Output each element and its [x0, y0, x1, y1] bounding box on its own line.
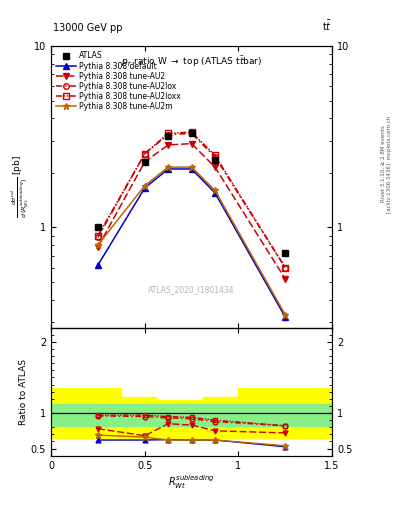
Text: ATLAS_2020_I1801434: ATLAS_2020_I1801434 — [148, 285, 235, 294]
Y-axis label: $\frac{d\sigma^{nd}}{d\,(R_{Wt}^{subleading})}$ [pb]: $\frac{d\sigma^{nd}}{d\,(R_{Wt}^{sublead… — [10, 156, 31, 218]
Pythia 8.308 tune-AU2lox — [189, 131, 194, 137]
Line: Pythia 8.308 tune-AU2m: Pythia 8.308 tune-AU2m — [94, 164, 289, 318]
Pythia 8.308 tune-AU2lox — [213, 154, 217, 160]
ATLAS — [95, 224, 100, 230]
X-axis label: $R_{Wt}^{subleading}$: $R_{Wt}^{subleading}$ — [168, 473, 215, 491]
Text: $p_T$ ratio W $\rightarrow$ top (ATLAS t$\bar{t}$bar): $p_T$ ratio W $\rightarrow$ top (ATLAS t… — [121, 55, 262, 70]
Pythia 8.308 tune-AU2 — [166, 142, 171, 148]
Text: t$\bar{t}$: t$\bar{t}$ — [322, 19, 332, 33]
Pythia 8.308 tune-AU2loxx — [166, 131, 171, 137]
Text: [arXiv:1306.3436]  mcplots.cern.ch: [arXiv:1306.3436] mcplots.cern.ch — [387, 115, 391, 212]
Pythia 8.308 default — [166, 166, 171, 172]
Pythia 8.308 default — [283, 314, 288, 320]
Pythia 8.308 tune-AU2lox — [95, 234, 100, 241]
Pythia 8.308 tune-AU2lox — [142, 151, 147, 157]
Line: Pythia 8.308 tune-AU2: Pythia 8.308 tune-AU2 — [95, 141, 288, 282]
Pythia 8.308 tune-AU2loxx — [95, 232, 100, 239]
Pythia 8.308 tune-AU2m — [189, 164, 194, 170]
Y-axis label: Ratio to ATLAS: Ratio to ATLAS — [19, 359, 28, 424]
Line: Pythia 8.308 default: Pythia 8.308 default — [95, 166, 288, 320]
ATLAS — [166, 133, 171, 139]
Pythia 8.308 tune-AU2m — [213, 187, 217, 194]
Pythia 8.308 tune-AU2lox — [166, 132, 171, 138]
ATLAS — [213, 157, 217, 163]
Pythia 8.308 tune-AU2loxx — [189, 129, 194, 135]
Pythia 8.308 tune-AU2 — [189, 140, 194, 146]
Pythia 8.308 default — [142, 185, 147, 191]
Pythia 8.308 tune-AU2m — [166, 164, 171, 170]
Pythia 8.308 default — [95, 262, 100, 268]
Text: Rivet 3.1.10, ≥ 2.8M events: Rivet 3.1.10, ≥ 2.8M events — [381, 125, 386, 202]
Pythia 8.308 default — [213, 190, 217, 196]
Pythia 8.308 tune-AU2 — [283, 276, 288, 282]
Pythia 8.308 tune-AU2m — [95, 242, 100, 248]
Text: 13000 GeV pp: 13000 GeV pp — [53, 23, 123, 33]
Pythia 8.308 default — [189, 166, 194, 172]
ATLAS — [283, 250, 288, 257]
ATLAS — [142, 159, 147, 165]
Line: Pythia 8.308 tune-AU2lox: Pythia 8.308 tune-AU2lox — [95, 131, 288, 270]
Line: ATLAS: ATLAS — [95, 131, 288, 256]
Pythia 8.308 tune-AU2loxx — [142, 151, 147, 157]
ATLAS — [189, 131, 194, 137]
Pythia 8.308 tune-AU2 — [213, 164, 217, 170]
Pythia 8.308 tune-AU2m — [283, 312, 288, 318]
Pythia 8.308 tune-AU2loxx — [283, 265, 288, 271]
Legend: ATLAS, Pythia 8.308 default, Pythia 8.308 tune-AU2, Pythia 8.308 tune-AU2lox, Py: ATLAS, Pythia 8.308 default, Pythia 8.30… — [55, 50, 182, 113]
Pythia 8.308 tune-AU2 — [95, 244, 100, 250]
Pythia 8.308 tune-AU2lox — [283, 265, 288, 271]
Pythia 8.308 tune-AU2m — [142, 183, 147, 189]
Pythia 8.308 tune-AU2 — [142, 159, 147, 165]
Line: Pythia 8.308 tune-AU2loxx: Pythia 8.308 tune-AU2loxx — [95, 130, 288, 270]
Pythia 8.308 tune-AU2loxx — [213, 152, 217, 158]
